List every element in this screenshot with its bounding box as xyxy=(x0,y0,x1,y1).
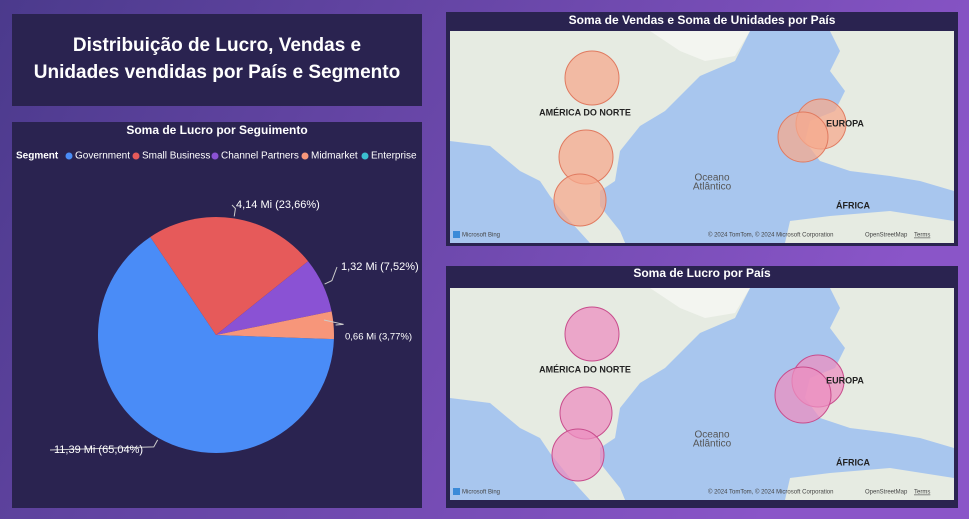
leader-line xyxy=(324,266,338,285)
map-panel: Soma de Lucro por País xyxy=(446,266,958,508)
leader-line xyxy=(231,204,236,217)
pie-slice xyxy=(150,217,309,335)
map-label: ÁFRICA xyxy=(836,200,870,210)
map-credit: Microsoft Bing xyxy=(462,233,500,239)
legend-label: Midmarket xyxy=(311,151,358,162)
legend-title: Segment xyxy=(16,151,59,162)
map-credit: Terms xyxy=(914,490,930,496)
leader-line xyxy=(323,319,344,326)
legend-label: Small Business xyxy=(142,151,210,162)
map-credit: Microsoft Bing xyxy=(462,490,500,496)
legend-marker xyxy=(361,152,369,160)
map-label: AMÉRICA DO NORTE xyxy=(539,107,631,117)
pie-title: Soma de Lucro por Seguimento xyxy=(126,123,307,137)
map-label: ÁFRICA xyxy=(836,457,870,467)
map-credit: © 2024 TomTom, © 2024 Microsoft Corporat… xyxy=(708,489,833,496)
map-label: Atlântico xyxy=(693,182,732,193)
legend-label: Government xyxy=(75,151,130,162)
pie-slice xyxy=(98,236,334,453)
map-label: EUROPA xyxy=(826,375,864,385)
bing-logo xyxy=(453,488,460,495)
data-label: 0,66 Mi (3,77%) xyxy=(345,332,412,343)
map-credit: Terms xyxy=(914,233,930,239)
pie-slice xyxy=(216,311,334,340)
map-credit: OpenStreetMap xyxy=(865,490,908,496)
legend-marker xyxy=(211,152,219,160)
legend-marker xyxy=(65,152,73,160)
map-label: Atlântico xyxy=(693,439,732,450)
legend-marker xyxy=(132,152,140,160)
map-credit: OpenStreetMap xyxy=(865,233,908,239)
map-label: EUROPA xyxy=(826,118,864,128)
map-label: AMÉRICA DO NORTE xyxy=(539,364,631,374)
dashboard-title: Distribuição de Lucro, Vendas e Unidades … xyxy=(34,35,400,83)
legend-label: Channel Partners xyxy=(221,151,299,162)
map-credit: © 2024 TomTom, © 2024 Microsoft Corporat… xyxy=(708,232,833,239)
map-title: Soma de Lucro por País xyxy=(633,266,771,280)
map-label: Oceano xyxy=(694,173,729,184)
map-panel: Soma de Vendas e Soma de Unidades por Pa… xyxy=(446,12,958,246)
map-title: Soma de Vendas e Soma de Unidades por Pa… xyxy=(569,13,836,27)
pie-slice xyxy=(216,261,332,335)
data-label: 11,39 Mi (65,04%) xyxy=(54,444,143,456)
leader-line xyxy=(49,439,159,451)
map-label: Oceano xyxy=(694,430,729,441)
legend-marker xyxy=(301,152,309,160)
bing-logo xyxy=(453,231,460,238)
title-panel xyxy=(12,14,422,106)
data-label: 1,32 Mi (7,52%) xyxy=(341,261,419,273)
data-label: 4,14 Mi (23,66%) xyxy=(236,199,320,211)
legend-label: Enterprise xyxy=(371,151,417,162)
